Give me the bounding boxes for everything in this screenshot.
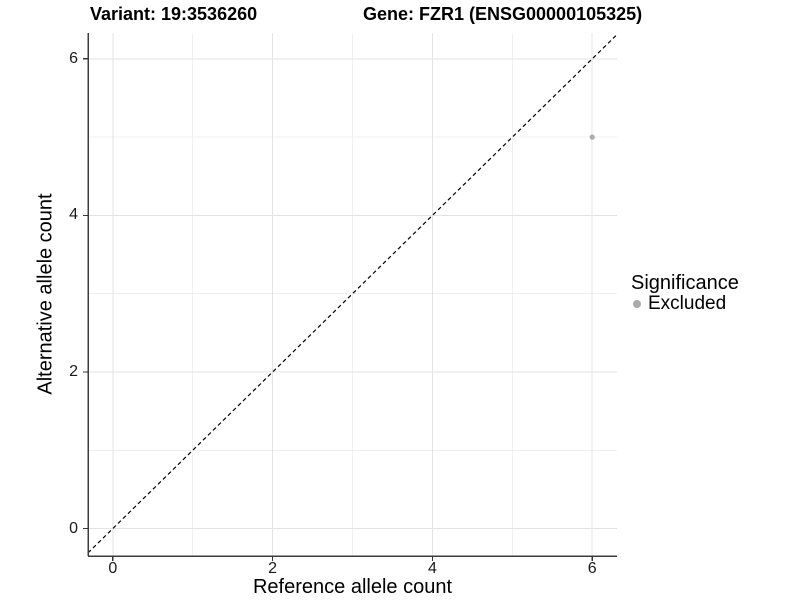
y-tick-label: 4 [69, 206, 78, 224]
legend-item: Excluded [631, 293, 739, 314]
legend-title: Significance [631, 272, 739, 294]
y-tick-label: 2 [69, 363, 78, 380]
x-tick-label: 2 [268, 560, 278, 577]
legend-item-label: Excluded [648, 293, 727, 314]
x-tick-label: 6 [587, 560, 597, 577]
gene-title: Gene: FZR1 (ENSG00000105325) [363, 4, 643, 24]
y-tick-label: 6 [69, 49, 78, 67]
legend: Significance Excluded [631, 272, 739, 314]
data-point [589, 134, 595, 140]
legend-items: Excluded [631, 293, 739, 314]
x-tick-label: 4 [427, 560, 437, 577]
x-axis-title: Reference allele count [252, 576, 452, 598]
y-tick-label: 0 [69, 519, 78, 537]
x-tick-label: 0 [108, 560, 118, 577]
variant-title: Variant: 19:3536260 [90, 4, 258, 24]
legend-point-icon [633, 300, 641, 308]
identity-line [87, 34, 618, 554]
